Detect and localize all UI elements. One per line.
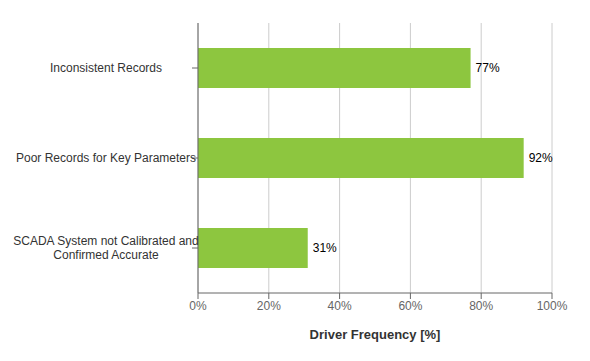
svg-text:40%: 40% bbox=[328, 299, 352, 313]
svg-text:SCADA System not Calibrated an: SCADA System not Calibrated andConfirmed… bbox=[13, 234, 198, 262]
svg-text:31%: 31% bbox=[313, 241, 337, 255]
svg-text:77%: 77% bbox=[476, 61, 500, 75]
svg-text:80%: 80% bbox=[469, 299, 493, 313]
svg-text:100%: 100% bbox=[537, 299, 568, 313]
svg-text:20%: 20% bbox=[257, 299, 281, 313]
svg-text:0%: 0% bbox=[189, 299, 207, 313]
svg-text:Driver Frequency [%]: Driver Frequency [%] bbox=[310, 327, 441, 342]
svg-text:Inconsistent Records: Inconsistent Records bbox=[50, 61, 162, 75]
svg-text:60%: 60% bbox=[398, 299, 422, 313]
svg-text:Poor Records for Key Parameter: Poor Records for Key Parameters bbox=[16, 151, 196, 165]
svg-text:92%: 92% bbox=[529, 151, 553, 165]
